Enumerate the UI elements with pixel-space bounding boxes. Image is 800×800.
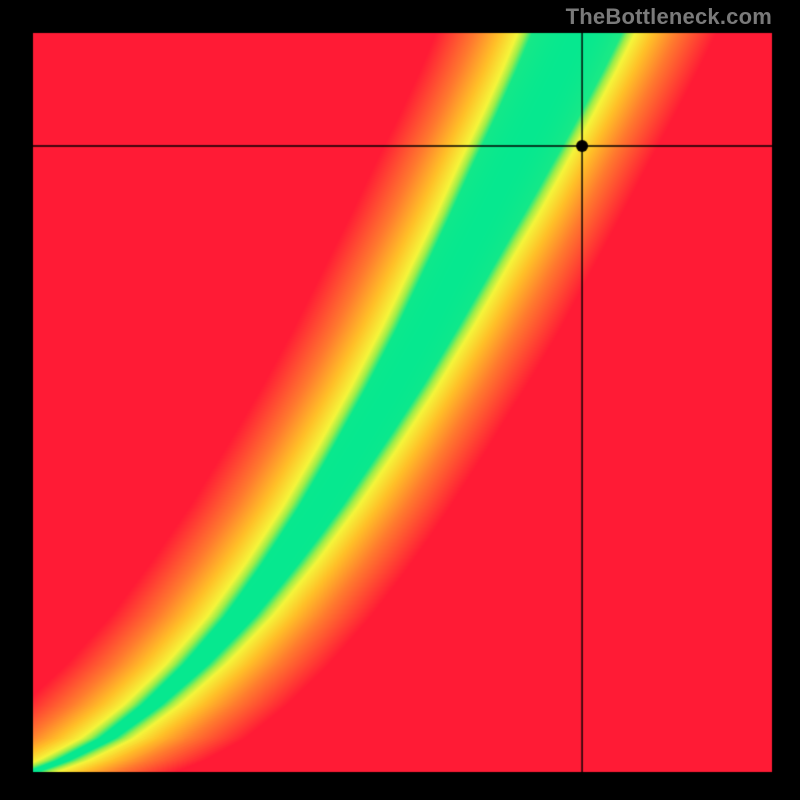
watermark-text: TheBottleneck.com [566, 4, 772, 30]
bottleneck-heatmap [0, 0, 800, 800]
chart-container: TheBottleneck.com [0, 0, 800, 800]
